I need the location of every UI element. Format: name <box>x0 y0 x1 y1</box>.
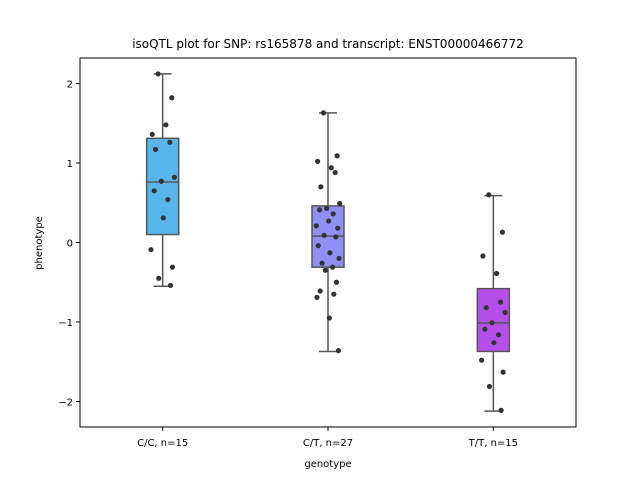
data-point <box>479 357 485 363</box>
plot-area <box>79 57 577 428</box>
data-point <box>322 267 328 273</box>
data-point <box>171 174 177 180</box>
x-axis: C/C, n=15 C/T, n=27 T/T, n=15 <box>137 427 518 449</box>
data-point <box>482 326 488 332</box>
x-tick-label: T/T, n=15 <box>468 438 518 449</box>
data-point <box>331 291 337 297</box>
data-point <box>332 169 338 176</box>
data-point <box>486 192 492 198</box>
data-point <box>497 299 504 305</box>
data-point <box>336 255 342 262</box>
data-point <box>327 250 333 256</box>
y-axis: 2 1 0 −1 −2 <box>58 79 80 409</box>
data-point <box>480 253 486 259</box>
data-point <box>333 234 339 240</box>
data-point <box>163 122 169 128</box>
y-tick-label: 1 <box>67 159 73 170</box>
x-tick-label: C/T, n=27 <box>303 438 353 449</box>
data-point <box>486 383 493 390</box>
data-point <box>483 305 489 311</box>
data-point <box>329 264 336 270</box>
data-point <box>337 200 343 207</box>
data-point <box>152 146 159 153</box>
data-point <box>330 211 336 217</box>
data-point <box>169 264 176 270</box>
data-point <box>167 282 174 289</box>
y-axis-label: phenotype <box>34 216 45 270</box>
data-point <box>165 196 171 203</box>
box-group <box>476 194 511 412</box>
data-point <box>151 188 157 194</box>
data-point <box>498 407 504 413</box>
y-tick-label: −2 <box>58 398 73 409</box>
data-point <box>493 270 500 277</box>
data-point <box>502 309 508 316</box>
data-point <box>335 348 341 354</box>
data-point <box>313 223 319 229</box>
data-point <box>334 153 340 159</box>
data-point <box>316 207 323 213</box>
data-point <box>160 215 166 221</box>
data-point <box>156 275 162 281</box>
data-point <box>324 205 330 211</box>
data-point <box>500 369 506 375</box>
data-point <box>315 158 321 164</box>
data-point <box>326 218 332 224</box>
data-point <box>167 139 173 145</box>
data-point <box>489 320 495 326</box>
x-tick-label: C/C, n=15 <box>137 438 188 449</box>
data-point <box>158 178 164 184</box>
data-point <box>319 260 325 266</box>
data-point <box>155 71 161 77</box>
data-point <box>169 95 175 101</box>
data-point <box>148 247 154 253</box>
data-point <box>315 243 321 249</box>
data-point <box>326 315 332 321</box>
data-point <box>320 110 327 116</box>
data-point <box>318 184 324 190</box>
data-point <box>499 229 506 235</box>
data-point <box>495 332 502 338</box>
data-point <box>333 279 340 285</box>
data-point <box>321 232 327 238</box>
chart-title: isoQTL plot for SNP: rs165878 and transc… <box>132 37 524 51</box>
data-point <box>317 288 323 294</box>
box-group <box>311 112 345 353</box>
data-point <box>491 340 497 346</box>
data-point <box>149 131 155 137</box>
data-point <box>328 165 334 171</box>
y-tick-label: 2 <box>67 79 73 90</box>
x-axis-label: genotype <box>304 459 351 470</box>
y-tick-label: −1 <box>58 318 73 329</box>
data-point <box>335 225 341 231</box>
data-point <box>314 294 320 300</box>
y-tick-label: 0 <box>67 239 73 250</box>
